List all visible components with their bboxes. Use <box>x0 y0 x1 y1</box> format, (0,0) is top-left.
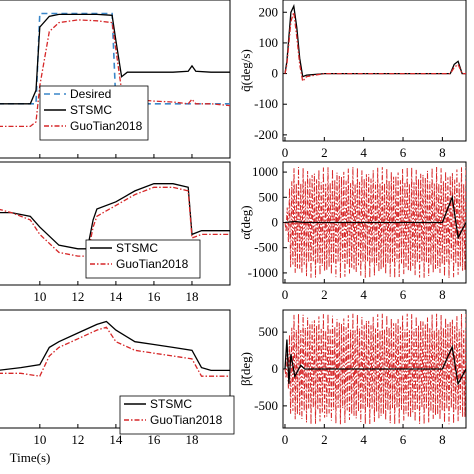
x-tick-label: 18 <box>185 289 198 304</box>
plot-area <box>284 166 466 279</box>
x-tick-label: 4 <box>360 287 367 302</box>
x-axis-label: Time(s) <box>10 450 51 465</box>
series-guotian2018-line <box>0 186 230 257</box>
y-tick-label: 1000 <box>252 164 278 179</box>
y-tick-label: -100 <box>254 96 278 111</box>
legend-label: GuoTian2018 <box>116 257 189 271</box>
y-tick-label: 0 <box>272 215 279 230</box>
y-tick-label: 100 <box>259 35 279 50</box>
y-tick-label: 0 <box>272 361 279 376</box>
series-guotian2018-line <box>0 326 230 377</box>
x-tick-label: 2 <box>321 432 328 447</box>
series-stsmc-line <box>0 183 230 250</box>
y-tick-label: -200 <box>254 127 278 142</box>
x-tick-label: 16 <box>147 289 161 304</box>
series-guotian2018-line <box>0 19 230 128</box>
series-stsmc-line <box>284 339 466 386</box>
x-tick-label: 2 <box>321 145 328 160</box>
series-stsmc-line <box>0 320 230 372</box>
y-axis-label: q̃(deg/s) <box>238 49 253 92</box>
x-tick-label: 6 <box>400 432 407 447</box>
x-tick-label: 14 <box>109 432 123 447</box>
y-tick-label: -500 <box>254 240 278 255</box>
y-axis-label: α̃(deg) <box>238 205 253 239</box>
y-tick-label: -500 <box>254 398 278 413</box>
panel-left-middle <box>0 161 231 286</box>
x-tick-label: 6 <box>400 287 407 302</box>
y-tick-label: 200 <box>259 4 279 19</box>
x-tick-label: 10 <box>33 432 46 447</box>
y-tick-label: 500 <box>259 189 279 204</box>
x-tick-label: 4 <box>360 145 367 160</box>
series-stsmc-line <box>284 3 466 78</box>
x-tick-label: 0 <box>282 432 289 447</box>
panel-left-bottom <box>0 309 235 435</box>
legend-label: Desired <box>70 87 111 101</box>
legend-label: GuoTian2018 <box>70 119 143 133</box>
panel-right-middle <box>282 161 467 284</box>
x-tick-label: 8 <box>439 432 446 447</box>
x-tick-label: 12 <box>71 289 84 304</box>
x-tick-label: 8 <box>439 287 446 302</box>
panel-left-top <box>0 0 231 159</box>
plot-area <box>284 313 466 425</box>
x-tick-label: 2 <box>321 287 328 302</box>
x-tick-label: 0 <box>282 145 289 160</box>
legend-box <box>85 239 201 279</box>
panel-right-top <box>282 0 467 142</box>
plot-area <box>0 183 230 257</box>
x-tick-label: 0 <box>282 287 289 302</box>
y-tick-label: 0 <box>272 66 279 81</box>
y-axis-label: β̃(deg) <box>238 352 253 386</box>
y-tick-label: -1000 <box>248 265 278 280</box>
x-tick-label: 14 <box>109 289 123 304</box>
legend-label: STSMC <box>150 397 192 411</box>
legend-box <box>39 85 149 141</box>
axes-box <box>282 0 467 142</box>
legend-label: STSMC <box>116 241 158 255</box>
series-stsmc-line <box>284 194 466 240</box>
y-tick-label: 500 <box>259 324 279 339</box>
x-tick-label: 10 <box>33 289 46 304</box>
series-guotian2018-line <box>284 166 466 279</box>
series-stsmc-line <box>0 13 230 105</box>
x-tick-label: 6 <box>400 145 407 160</box>
x-tick-label: 4 <box>360 432 367 447</box>
legend-label: STSMC <box>70 103 112 117</box>
plot-area <box>284 3 466 83</box>
x-tick-label: 16 <box>147 432 161 447</box>
plot-area <box>0 320 230 377</box>
x-tick-label: 18 <box>185 432 198 447</box>
panel-right-bottom <box>282 309 467 429</box>
legend-label: GuoTian2018 <box>150 413 223 427</box>
x-tick-label: 8 <box>439 145 446 160</box>
x-tick-label: 12 <box>71 432 84 447</box>
legend-box <box>119 395 235 435</box>
series-guotian2018-line <box>284 313 466 425</box>
